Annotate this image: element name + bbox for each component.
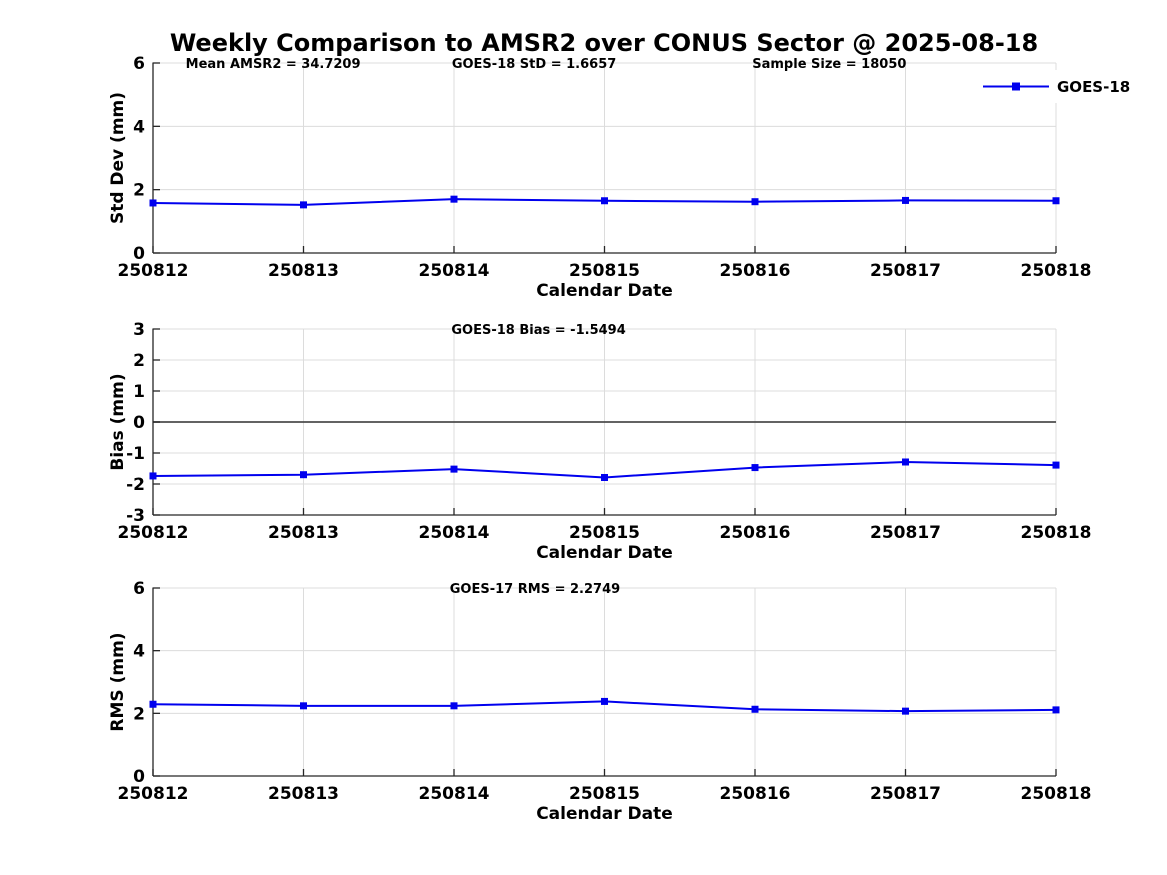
data-point-marker <box>1052 197 1060 205</box>
y-tick-label: 2 <box>133 351 145 371</box>
x-tick-label: 250814 <box>419 523 490 543</box>
data-point-marker <box>601 697 608 705</box>
x-tick-label: 250816 <box>720 261 791 281</box>
subplot-annotation: Mean AMSR2 = 34.7209 <box>186 57 361 72</box>
x-axis-label: Calendar Date <box>536 281 673 301</box>
legend-label: GOES-18 <box>1057 78 1130 96</box>
x-tick-label: 250816 <box>720 784 791 804</box>
data-point-marker <box>300 702 307 710</box>
data-point-marker <box>601 197 608 205</box>
data-point-marker <box>902 458 909 466</box>
subplot-rms: 250812 250813 250814 250815 250816 250817 2508… <box>108 579 1091 824</box>
y-tick-label: 4 <box>133 642 145 662</box>
y-tick-label: 1 <box>133 382 145 402</box>
y-tick-label: 6 <box>133 579 145 599</box>
x-tick-label: 250818 <box>1021 523 1092 543</box>
x-tick-label: 250812 <box>118 523 189 543</box>
y-tick-label: 4 <box>133 117 145 137</box>
x-tick-label: 250812 <box>118 261 189 281</box>
x-tick-label: 250813 <box>268 784 339 804</box>
data-point-marker <box>149 472 157 480</box>
x-axis-label: Calendar Date <box>536 543 673 563</box>
axes <box>152 328 1057 516</box>
y-tick-label: 3 <box>133 320 145 340</box>
y-tick-label: -3 <box>126 506 145 526</box>
subplot-annotation: GOES-18 Bias = -1.5494 <box>451 323 625 338</box>
x-tick-label: 250815 <box>569 784 640 804</box>
x-tick-label: 250814 <box>419 261 490 281</box>
legend: GOES-18 <box>973 70 1138 103</box>
x-tick-label: 250817 <box>870 784 941 804</box>
x-tick-label: 250818 <box>1021 261 1092 281</box>
axes <box>152 587 1057 777</box>
y-tick-label: -2 <box>126 475 145 495</box>
grid <box>153 62 1057 253</box>
data-point-marker <box>902 707 909 715</box>
data-point-marker <box>1052 706 1060 714</box>
subplots-group: 250812 250813 250814 250815 250816 250817 2508… <box>108 54 1138 824</box>
x-tick-label: 250817 <box>870 261 941 281</box>
subplot-std-dev: 250812 250813 250814 250815 250816 250817 2508… <box>108 54 1138 301</box>
x-axis-label: Calendar Date <box>536 804 673 824</box>
x-tick-label: 250814 <box>419 784 490 804</box>
data-point-marker <box>1052 461 1060 469</box>
subplot-annotation: GOES-17 RMS = 2.2749 <box>450 582 620 597</box>
data-point-marker <box>751 198 759 206</box>
subplot-annotation: Sample Size = 18050 <box>752 57 906 72</box>
axes <box>152 62 1057 254</box>
data-point-marker <box>450 702 458 710</box>
x-tick-label: 250816 <box>720 523 791 543</box>
y-tick-label: 0 <box>133 244 145 264</box>
legend-sample-marker <box>1012 82 1020 91</box>
y-tick-label: 0 <box>133 767 145 787</box>
y-axis-label: RMS (mm) <box>108 632 128 731</box>
data-point-marker <box>149 700 157 708</box>
data-point-marker <box>601 473 608 481</box>
data-point-marker <box>751 705 759 713</box>
x-tick-label: 250818 <box>1021 784 1092 804</box>
x-tick-label: 250815 <box>569 261 640 281</box>
y-tick-label: -1 <box>126 444 145 464</box>
x-tick-label: 250813 <box>268 523 339 543</box>
x-tick-label: 250817 <box>870 523 941 543</box>
grid <box>153 587 1057 776</box>
data-point-marker <box>450 195 458 203</box>
x-tick-label: 250815 <box>569 523 640 543</box>
data-point-marker <box>902 196 909 204</box>
y-tick-label: 0 <box>133 413 145 433</box>
data-point-marker <box>300 201 307 209</box>
data-point-marker <box>149 199 157 207</box>
y-tick-label: 2 <box>133 181 145 201</box>
y-axis-label: Bias (mm) <box>108 373 128 470</box>
y-tick-label: 2 <box>133 704 145 724</box>
y-tick-label: 6 <box>133 54 145 74</box>
x-tick-label: 250813 <box>268 261 339 281</box>
y-axis-label: Std Dev (mm) <box>108 92 128 224</box>
subplot-bias: 250812 250813 250814 250815 250816 250817 2508… <box>108 320 1091 563</box>
data-point-marker <box>450 465 458 473</box>
subplot-annotation: GOES-18 StD = 1.6657 <box>452 57 616 72</box>
data-point-marker <box>300 471 307 479</box>
data-point-marker <box>751 464 759 472</box>
figure-title: Weekly Comparison to AMSR2 over CONUS Se… <box>170 29 1038 57</box>
x-tick-label: 250812 <box>118 784 189 804</box>
